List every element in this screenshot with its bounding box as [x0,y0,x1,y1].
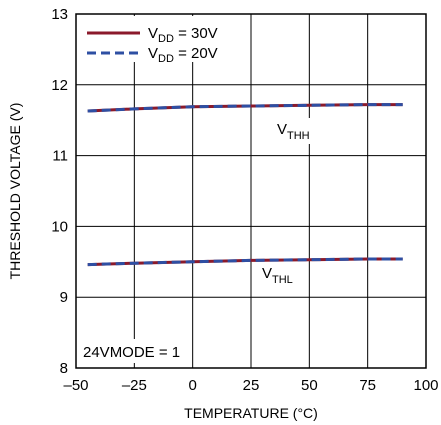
y-tick-label-0: 8 [60,360,68,377]
x-tick-labels: –50 –25 0 25 50 75 100 [63,377,438,394]
annotation-bg [80,339,192,363]
x-tick-label-5: 75 [359,377,376,394]
x-tick-label-0: –50 [63,377,88,394]
y-tick-label-3: 11 [52,148,68,165]
vthh-label-bg [274,118,318,144]
x-axis-title: TEMPERATURE (°C) [184,405,318,421]
vthl-label-bg [258,262,302,288]
vthl-label: VTHL [262,265,293,286]
x-tick-label-1: –25 [122,377,147,394]
mode-annotation: 24VMODE = 1 [83,344,180,361]
x-tick-label-4: 50 [301,377,318,394]
series-lines [87,103,403,267]
y-tick-labels: 8 9 10 11 12 13 [51,6,68,377]
x-tick-label-6: 100 [413,377,438,394]
y-tick-label-2: 10 [51,218,68,235]
series-line-1 [87,103,403,113]
plot-frame [75,13,427,369]
y-tick-label-1: 9 [60,289,68,306]
y-tick-label-5: 13 [51,6,68,23]
legend-label-30v: VDD = 30V [148,25,218,45]
legend-label-20v: VDD = 20V [148,45,218,65]
series-line-3 [87,257,403,267]
vthh-label: VTHH [277,121,310,142]
x-tick-label-3: 25 [243,377,260,394]
y-axis-title: THRESHOLD VOLTAGE (V) [7,103,23,280]
y-tick-label-4: 12 [51,77,68,94]
x-tick-label-2: 0 [188,377,196,394]
